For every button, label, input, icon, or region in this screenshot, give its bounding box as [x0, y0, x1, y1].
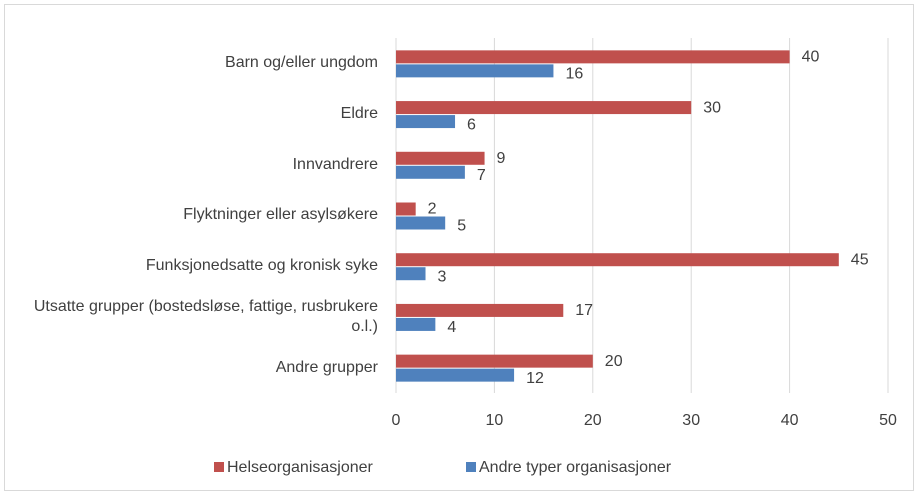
- data-label: 3: [438, 268, 447, 285]
- data-label: 17: [575, 302, 593, 319]
- bar: [396, 64, 554, 78]
- bar: [396, 354, 593, 368]
- x-tick-label: 30: [682, 412, 700, 429]
- bar: [396, 115, 456, 129]
- bar: [396, 253, 839, 267]
- chart-border: [4, 4, 914, 491]
- data-label: 45: [851, 251, 869, 268]
- bar: [396, 303, 564, 317]
- data-label: 7: [477, 167, 486, 184]
- data-label: 40: [802, 49, 820, 66]
- legend-swatch: [214, 462, 224, 472]
- bar: [396, 368, 515, 382]
- bar: [396, 151, 485, 165]
- bar: [396, 101, 692, 115]
- data-label: 30: [703, 99, 721, 116]
- data-label: 6: [467, 116, 476, 133]
- y-tick-label: Funksjonedsatte og kronisk syke: [145, 257, 378, 275]
- data-label: 20: [605, 353, 623, 370]
- bar: [396, 267, 426, 281]
- data-label: 16: [565, 66, 583, 83]
- bar: [396, 317, 436, 331]
- bar: [396, 50, 790, 64]
- legend-label: Helseorganisasjoner: [227, 459, 374, 476]
- y-tick-label: Andre grupper: [275, 358, 378, 376]
- y-tick-label: Utsatte grupper (bostedsløse, fattige, r…: [33, 297, 378, 335]
- y-tick-label: Flyktninger eller asylsøkere: [183, 206, 378, 224]
- x-tick-label: 0: [392, 412, 401, 429]
- y-tick-label: Barn og/eller ungdom: [225, 54, 378, 72]
- legend-swatch: [466, 462, 476, 472]
- data-label: 12: [526, 370, 544, 387]
- x-tick-label: 40: [781, 412, 799, 429]
- legend-label: Andre typer organisasjoner: [479, 459, 672, 476]
- y-tick-label: Innvandrere: [292, 155, 378, 173]
- bar: [396, 216, 446, 230]
- bar: [396, 202, 416, 216]
- x-tick-label: 20: [584, 412, 602, 429]
- x-tick-label: 50: [879, 412, 897, 429]
- y-tick-label: Eldre: [340, 105, 378, 123]
- x-tick-label: 10: [486, 412, 504, 429]
- data-label: 2: [428, 201, 437, 218]
- data-label: 9: [497, 150, 506, 167]
- data-label: 4: [447, 319, 456, 336]
- bar: [396, 165, 465, 179]
- data-label: 5: [457, 218, 466, 235]
